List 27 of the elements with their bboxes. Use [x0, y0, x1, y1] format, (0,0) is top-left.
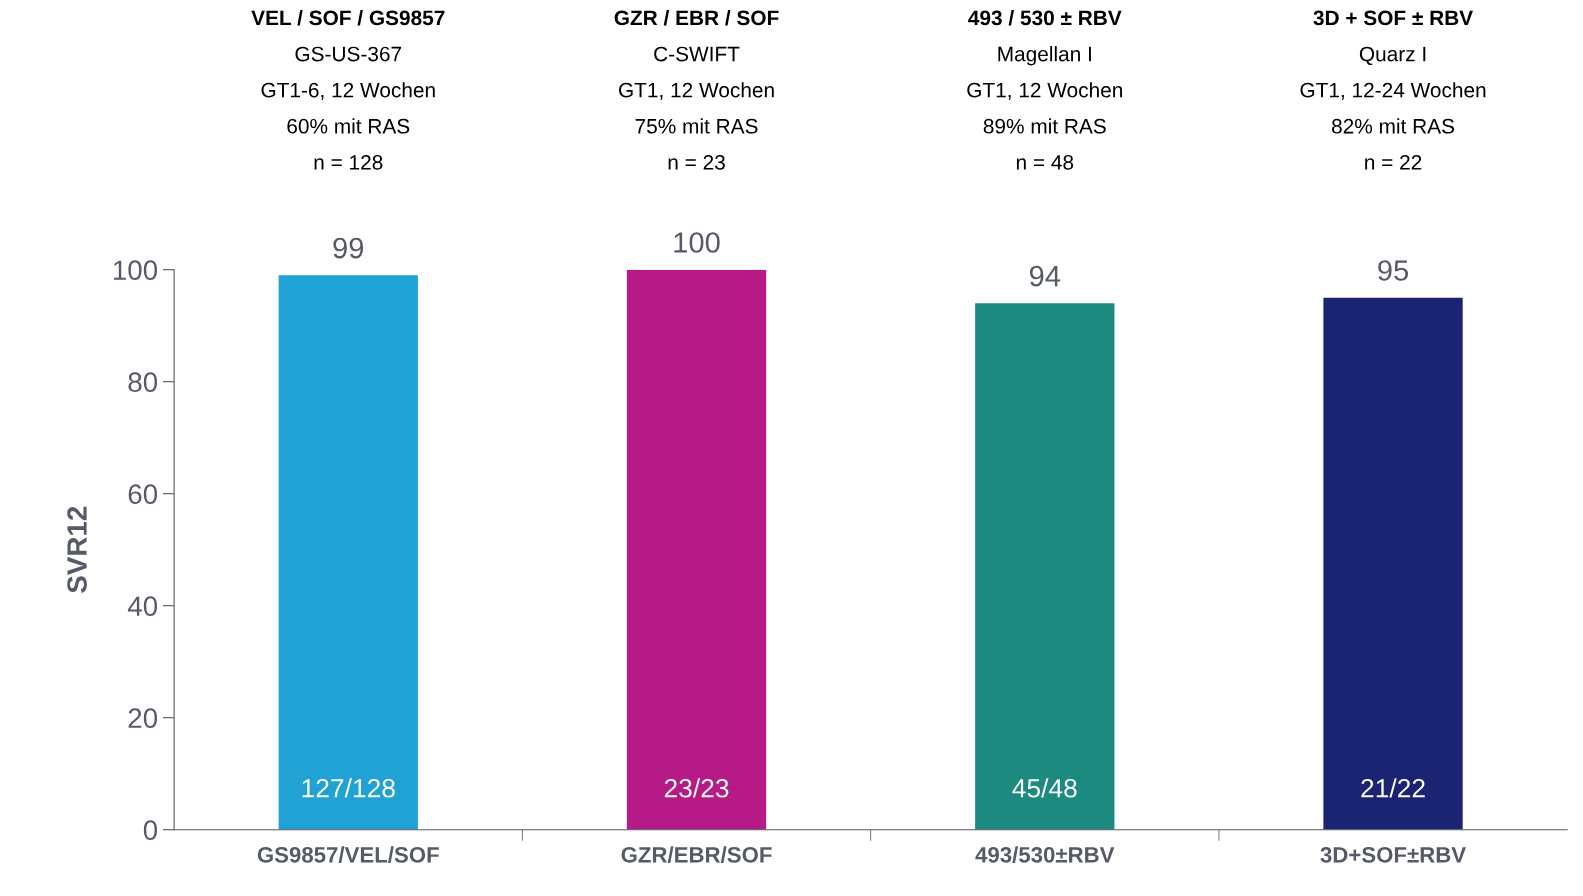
text: VEL / SOF / GS9857 GS-US-367 GT1-6, 12 Wochen 60% mit RAS n = 128	[251, 9, 445, 170]
annotation: 127/128	[302, 778, 395, 798]
annotation: 45/48	[1012, 778, 1077, 798]
data-label: 99	[333, 237, 364, 259]
data-label: 95	[1378, 260, 1409, 281]
y-tick-label: 100	[113, 260, 158, 281]
annotation: 23/23	[664, 778, 729, 798]
y-tick-label: 0	[143, 820, 158, 841]
text: 493 / 530 ± RBV Magellan I GT1, 12 Wochen 89% mit RAS n = 48	[967, 9, 1122, 170]
annotation: 21/22	[1361, 778, 1425, 798]
y-tick-label: 80	[128, 372, 158, 393]
data-label: 94	[1029, 265, 1061, 287]
y-tick-label: 60	[128, 484, 158, 505]
data-label: 100	[674, 232, 720, 253]
text: GZR / EBR / SOF C-SWIFT GT1, 12 Wochen 75% mit RAS n = 23	[614, 9, 779, 170]
x-tick-label: 3D+SOF±RBV	[1320, 846, 1466, 863]
bar	[626, 269, 767, 830]
text: 3D + SOF ± RBV Quarz I GT1, 12-24 Wochen 82% mit RAS n = 22	[1300, 10, 1486, 170]
x-tick-label: GZR/EBR/SOF	[621, 846, 772, 863]
y-axis-title: SVR12	[67, 506, 87, 593]
bar	[975, 303, 1115, 830]
y-tick-label: 40	[127, 596, 158, 617]
x-tick-label: GS9857/VEL/SOF	[257, 846, 439, 863]
x-tick-label: 493/530±RBV	[975, 846, 1115, 863]
bar	[1323, 297, 1463, 830]
y-tick-label: 20	[128, 708, 158, 729]
bar	[278, 275, 418, 830]
